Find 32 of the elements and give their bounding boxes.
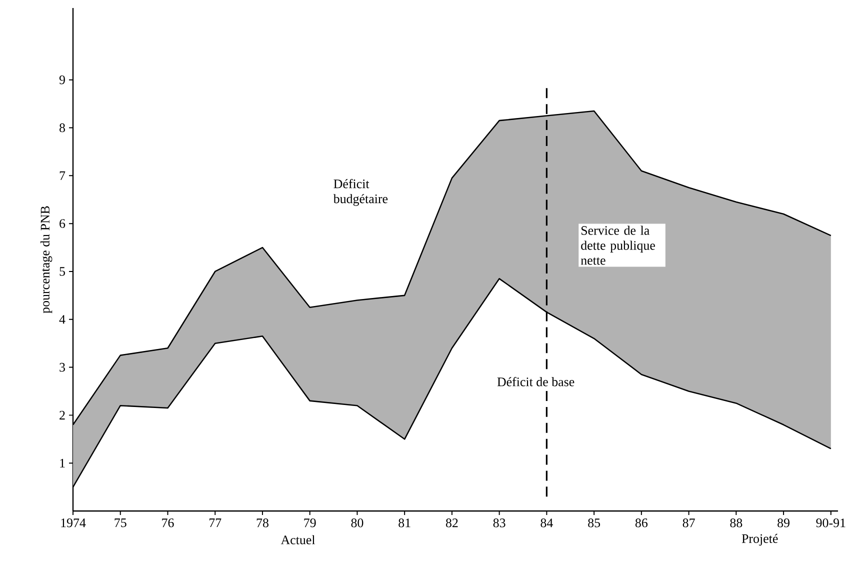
x-tick-label: 84	[540, 518, 553, 528]
y-tick-label: 5	[60, 267, 65, 276]
x-tick-label: 76	[162, 518, 174, 528]
y-tick-label: 7	[60, 171, 66, 180]
x-tick-label: 83	[493, 518, 506, 528]
y-tick-label: 3	[60, 362, 65, 372]
y-tick-label: 6	[60, 219, 66, 228]
x-tick-label: 89	[778, 518, 790, 528]
x-tick-label: 77	[209, 518, 222, 527]
x-tick-label: 80	[351, 518, 364, 528]
x-tick-label: 87	[682, 518, 695, 528]
x-tick-label: 81	[398, 518, 410, 528]
y-tick-label: 8	[60, 123, 66, 132]
y-tick-label: 4	[59, 315, 66, 324]
x-tick-label: 85	[588, 518, 600, 528]
x-tick-label: 78	[256, 518, 268, 528]
annotation: Service de la dette publique nette	[580, 226, 655, 265]
y-tick-label: 9	[59, 76, 65, 84]
x-tick-label: 88	[730, 518, 742, 528]
x-tick-label: 82	[446, 518, 458, 528]
x-tick-label: 90-91	[816, 518, 846, 528]
x-tick-label: 86	[635, 518, 648, 528]
x-tick-label: 75	[114, 518, 126, 528]
y-tick-label: 1	[60, 458, 65, 468]
x-tick-label: 1974	[61, 518, 86, 528]
annotation: Déficit budgétaire	[333, 178, 388, 206]
text: Actuel	[280, 535, 316, 544]
y-tick-label: 2	[60, 410, 65, 420]
text: Projeté	[742, 534, 778, 546]
annotation: Déficit de base	[497, 377, 574, 386]
x-tick-label: 79	[304, 518, 316, 528]
y-axis-title: pourcentage du PNB	[40, 206, 52, 314]
